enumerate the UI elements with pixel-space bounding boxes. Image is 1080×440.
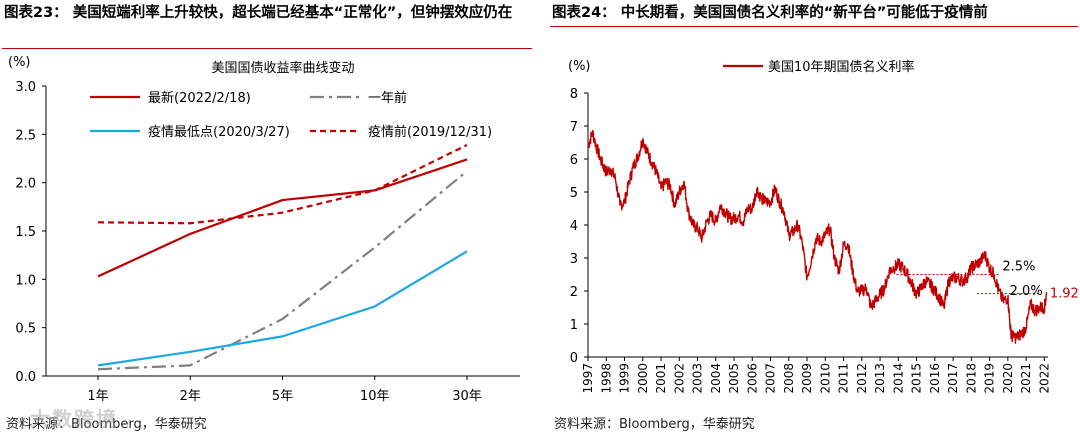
- x-tick-label: 1997: [581, 363, 595, 394]
- x-tick-label: 2001: [654, 363, 668, 394]
- y-tick-label: 2.0: [15, 177, 36, 192]
- legend-label-2: 疫情最低点(2020/3/27): [148, 124, 290, 140]
- right-panel-title: 图表24： 中长期看，美国国债名义利率的“新平台”可能低于疫情前: [552, 5, 988, 21]
- legend-label-1: 一年前: [368, 90, 407, 106]
- y-tick-label: 8: [570, 87, 578, 102]
- x-tick-label: 2012: [855, 363, 869, 394]
- x-tick-label: 2011: [837, 363, 851, 394]
- y-tick-label: 4: [570, 219, 578, 234]
- x-tick-label: 2017: [946, 363, 960, 394]
- x-tick-label: 2015: [910, 363, 924, 394]
- x-tick-label: 2年: [180, 389, 201, 404]
- x-tick-label: 2008: [782, 363, 796, 394]
- x-tick-label: 30年: [452, 389, 482, 404]
- x-tick-label: 2000: [636, 363, 650, 394]
- x-tick-label: 2013: [873, 363, 887, 394]
- y-tick-label: 3: [570, 252, 578, 267]
- x-tick-label: 2016: [928, 363, 942, 394]
- x-tick-label: 1998: [599, 363, 613, 394]
- series-line-10y: [587, 129, 1048, 344]
- x-tick-label: 2007: [764, 363, 778, 394]
- left-panel: 图表23： 美国短端利率上升较快，超长端已经基本“正常化”，但钟摆效应仍在 美国…: [0, 0, 535, 440]
- y-axis-unit: (%): [8, 55, 31, 70]
- x-tick-label: 2021: [1019, 363, 1033, 394]
- y-tick-label: 2: [570, 285, 578, 300]
- y-tick-label: 2.5: [15, 128, 36, 143]
- x-tick-label: 5年: [272, 389, 293, 404]
- x-tick-label: 1年: [87, 389, 108, 404]
- y-tick-label: 0: [570, 351, 578, 366]
- annotation-1-92: 1.92: [1050, 287, 1079, 302]
- series-line-0: [97, 158, 468, 278]
- annotation-2-0: 2.0%: [1010, 284, 1043, 299]
- series-line-1: [97, 170, 468, 371]
- right-title-rule: [550, 26, 1078, 27]
- y-tick-label: 1: [570, 318, 578, 333]
- x-tick-label: 2006: [745, 363, 759, 394]
- y-tick-label: 7: [570, 120, 578, 135]
- x-tick-label: 2014: [891, 363, 905, 394]
- legend-label-0: 最新(2022/2/18): [148, 90, 251, 106]
- x-tick-label: 2009: [800, 363, 814, 394]
- series-line-3: [97, 143, 468, 225]
- annotation-2-5: 2.5%: [1002, 260, 1035, 275]
- y-tick-label: 1.5: [15, 225, 36, 240]
- left-title-rule: [2, 48, 532, 49]
- right-panel: 图表24： 中长期看，美国国债名义利率的“新平台”可能低于疫情前 (%) 0 1 2 3…: [548, 0, 1080, 440]
- y-tick-label: 3.0: [15, 80, 36, 95]
- y-tick-label: 5: [570, 186, 578, 201]
- x-tick-label: 2010: [818, 363, 832, 394]
- x-tick-label: 2018: [964, 363, 978, 394]
- chart-title: 美国国债收益率曲线变动: [211, 60, 354, 76]
- x-tick-label: 2004: [709, 363, 723, 394]
- x-tick-label: 2022: [1037, 363, 1051, 394]
- x-tick-label: 1999: [618, 363, 632, 394]
- y-tick-label: 1.0: [15, 273, 36, 288]
- x-tick-label: 2002: [672, 363, 686, 394]
- y-tick-label: 6: [570, 153, 578, 168]
- x-tick-label: 2005: [727, 363, 741, 394]
- x-tick-label: 10年: [360, 389, 390, 404]
- left-source: 资料来源：Bloomberg，华泰研究: [6, 417, 207, 432]
- series-line-2: [97, 250, 468, 367]
- y-tick-label: 0.0: [15, 370, 36, 385]
- legend-label: 美国10年期国债名义利率: [768, 59, 915, 75]
- right-source: 资料来源：Bloomberg，华泰研究: [554, 417, 755, 432]
- watermark: 大数跨境: [30, 407, 118, 431]
- yield-curve-chart: 美国国债收益率曲线变动 (%) 0.0 0.5 1.0 1.5 2.0 2.5 3.0 1年 2年 5…: [8, 55, 520, 404]
- y-axis-unit: (%): [568, 59, 591, 74]
- x-tick-label: 2019: [983, 363, 997, 394]
- x-tick-label: 2020: [1001, 363, 1015, 394]
- treasury-10y-chart: (%) 0 1 2 3 4 5 6 7 8 1997 1998 1999 2000 2001 2002 2003…: [568, 59, 1079, 394]
- x-tick-label: 2003: [691, 363, 705, 394]
- left-panel-title: 图表23： 美国短端利率上升较快，超长端已经基本“正常化”，但钟摆效应仍在: [4, 5, 513, 21]
- legend-label-3: 疫情前(2019/12/31): [368, 124, 492, 140]
- y-tick-label: 0.5: [15, 322, 36, 337]
